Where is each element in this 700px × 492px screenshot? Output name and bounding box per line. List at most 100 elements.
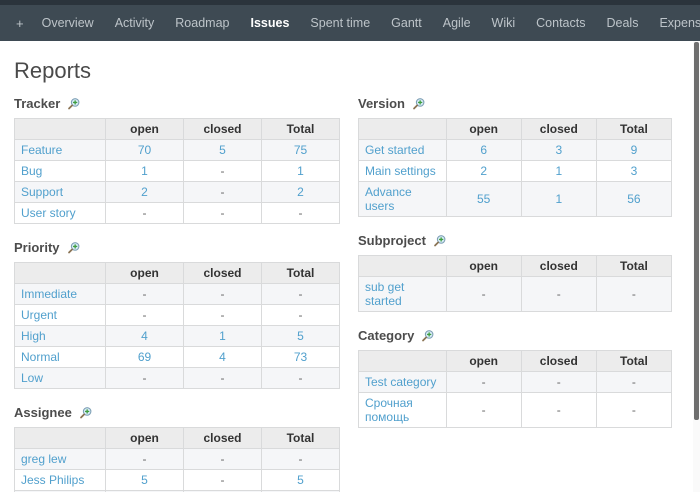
count-link[interactable]: 2	[141, 185, 148, 199]
cell-open: 70	[105, 139, 184, 161]
count-link[interactable]: 5	[219, 143, 226, 157]
section-title-label: Version	[358, 96, 405, 111]
column-header-open: open	[445, 350, 522, 372]
count-link[interactable]: 2	[480, 164, 488, 178]
empty-value: -	[220, 452, 225, 466]
row-label-link-low[interactable]: Low	[21, 371, 44, 385]
nav-item-deals[interactable]: Deals	[606, 16, 639, 30]
zoom-in-icon[interactable]	[433, 234, 447, 248]
zoom-in-icon[interactable]	[421, 329, 435, 343]
cell-total: 15	[261, 490, 340, 492]
scrollbar-thumb[interactable]	[694, 42, 699, 420]
nav-item-roadmap[interactable]: Roadmap	[175, 16, 230, 30]
nav-item-agile[interactable]: Agile	[442, 16, 471, 30]
cell-open: -	[105, 367, 184, 389]
count-link[interactable]: 4	[141, 329, 148, 343]
table-row: Urgent - - -	[14, 304, 340, 326]
nav-item-overview[interactable]: Overview	[41, 16, 94, 30]
nav-item-activity[interactable]: Activity	[114, 16, 155, 30]
zoom-in-icon[interactable]	[79, 406, 93, 420]
row-label-cell: Immediate	[14, 283, 106, 305]
zoom-in-icon[interactable]	[412, 97, 426, 111]
corner-cell	[358, 350, 447, 372]
row-label-link-user-story[interactable]: User story	[21, 206, 76, 220]
count-link[interactable]: 3	[630, 164, 638, 178]
empty-value: -	[556, 287, 561, 301]
nav-item-contacts[interactable]: Contacts	[536, 16, 586, 30]
row-label-link-immediate[interactable]: Immediate	[21, 287, 78, 301]
row-label-link-greg-lew[interactable]: greg lew	[21, 452, 67, 466]
row-label-link-main-settings[interactable]: Main settings	[365, 164, 436, 178]
count-link[interactable]: 1	[555, 164, 563, 178]
cell-open: -	[445, 276, 522, 312]
empty-value: -	[220, 185, 225, 199]
row-label-link-advance-users[interactable]: Advance users	[365, 185, 412, 213]
count-link[interactable]: 1	[141, 164, 148, 178]
zoom-in-icon[interactable]	[67, 241, 81, 255]
count-link[interactable]: 3	[555, 143, 563, 157]
row-label-link-test-category[interactable]: Test category	[365, 375, 437, 389]
corner-cell	[358, 118, 447, 140]
report-section-category: Category open closed Total Test category - - - С…	[358, 328, 673, 428]
section-title-label: Priority	[14, 240, 60, 255]
count-link[interactable]: 2	[297, 185, 304, 199]
cell-closed: -	[183, 304, 262, 326]
vertical-scrollbar[interactable]	[693, 41, 700, 492]
column-header-closed: closed	[520, 118, 597, 140]
cell-open: 1	[105, 160, 184, 182]
column-header-closed: closed	[183, 262, 262, 284]
row-label-cell: Feature	[14, 139, 106, 161]
row-label-link-normal[interactable]: Normal	[21, 350, 60, 364]
count-link[interactable]: 4	[219, 350, 226, 364]
count-link[interactable]: 1	[555, 192, 563, 206]
count-link[interactable]: 9	[630, 143, 638, 157]
row-label-link-bug[interactable]: Bug	[21, 164, 43, 178]
row-label-cell: Urgent	[14, 304, 106, 326]
report-columns: Tracker open closed Total Feature 70 5 75 Bug 1-1…	[14, 96, 680, 492]
count-link[interactable]: 5	[297, 473, 304, 487]
nav-item-issues[interactable]: Issues	[250, 16, 290, 30]
nav-item-gantt[interactable]: Gantt	[391, 16, 422, 30]
zoom-in-icon[interactable]	[67, 97, 81, 111]
table-row: Main settings 2 1 3	[358, 160, 673, 182]
cell-total: 73	[261, 346, 340, 368]
report-column-left: Tracker open closed Total Feature 70 5 75 Bug 1-1…	[14, 96, 340, 492]
count-link[interactable]: 56	[627, 192, 641, 206]
row-label-link-urgent[interactable]: Urgent	[21, 308, 58, 322]
row-label-link-срочная-помощь[interactable]: Срочная помощь	[365, 396, 413, 424]
cell-open: 5	[105, 469, 184, 491]
cell-closed: -	[183, 448, 262, 470]
row-label-cell: sub get started	[358, 276, 447, 312]
nav-item-wiki[interactable]: Wiki	[491, 16, 516, 30]
add-tab-button[interactable]: +	[16, 15, 24, 31]
row-label-link-support[interactable]: Support	[21, 185, 64, 199]
column-header-open: open	[445, 255, 522, 277]
nav-item-spent-time[interactable]: Spent time	[310, 16, 371, 30]
row-label-link-feature[interactable]: Feature	[21, 143, 63, 157]
count-link[interactable]: 5	[141, 473, 148, 487]
count-link[interactable]: 1	[297, 164, 304, 178]
count-link[interactable]: 5	[297, 329, 304, 343]
table-row: Support 2 - 2	[14, 181, 340, 203]
count-link[interactable]: 70	[137, 143, 152, 157]
count-link[interactable]: 69	[137, 350, 152, 364]
count-link[interactable]: 6	[480, 143, 488, 157]
row-label-link-high[interactable]: High	[21, 329, 46, 343]
table-row: User story - - -	[14, 202, 340, 224]
nav-item-expenses[interactable]: Expenses	[659, 16, 700, 30]
table-row: Advance users 55 1 56	[358, 181, 673, 217]
row-label-link-get-started[interactable]: Get started	[365, 143, 425, 157]
row-label-link-jess-philips[interactable]: Jess Philips	[21, 473, 85, 487]
table-row: greg lew - - -	[14, 448, 340, 470]
count-link[interactable]: 1	[219, 329, 226, 343]
cell-closed: -	[520, 371, 597, 393]
empty-value: -	[298, 206, 303, 220]
count-link[interactable]: 73	[293, 350, 308, 364]
empty-value: -	[298, 371, 303, 385]
row-label-link-sub-get-started[interactable]: sub get started	[365, 280, 405, 308]
table-row: Срочная помощь - - -	[358, 392, 673, 428]
count-link[interactable]: 75	[293, 143, 308, 157]
count-link[interactable]: 55	[477, 192, 491, 206]
table-header-row: open closed Total	[14, 427, 340, 449]
column-header-closed: closed	[520, 255, 597, 277]
